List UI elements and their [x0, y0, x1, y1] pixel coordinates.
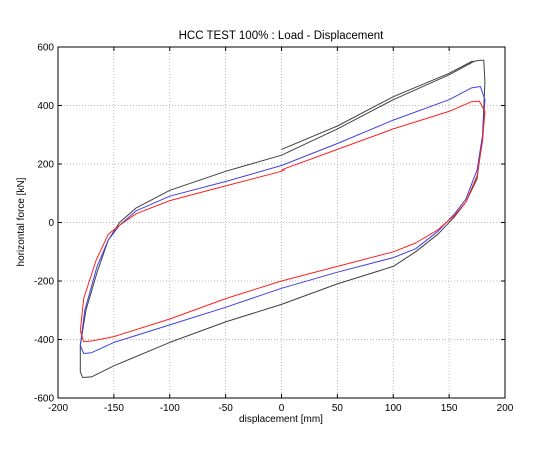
- x-tick-label: 0: [279, 403, 285, 414]
- series-line-2: [79, 86, 486, 354]
- x-tick-label: 150: [441, 403, 458, 414]
- x-tick-label: -50: [218, 403, 233, 414]
- x-tick-label: 100: [385, 403, 402, 414]
- y-tick-label: 0: [48, 218, 54, 229]
- x-tick-label: -200: [48, 403, 68, 414]
- x-tick-label: -150: [104, 403, 124, 414]
- axis-ticks: -200 -150 -100 -50 0 50 100 150 200 -600 -400 -200 0…: [34, 43, 514, 415]
- y-tick-label: 400: [37, 101, 54, 112]
- chart-title: HCC TEST 100% : Load - Displacement: [179, 30, 385, 42]
- y-tick-label: -200: [34, 277, 54, 288]
- x-axis-title: displacement [mm]: [239, 414, 323, 425]
- grid-lines: [58, 47, 505, 398]
- y-tick-label: -400: [34, 335, 54, 346]
- y-tick-label: 200: [37, 160, 54, 171]
- series-line-3: [79, 100, 486, 343]
- series-line-1: [79, 59, 486, 378]
- x-tick-label: -100: [160, 403, 180, 414]
- y-tick-label: 600: [37, 43, 54, 54]
- y-axis-title: horizontal force [kN]: [16, 177, 27, 266]
- y-tick-label: -600: [34, 394, 54, 405]
- plot-series: [79, 59, 486, 378]
- x-tick-label: 200: [497, 403, 514, 414]
- x-tick-label: 50: [332, 403, 344, 414]
